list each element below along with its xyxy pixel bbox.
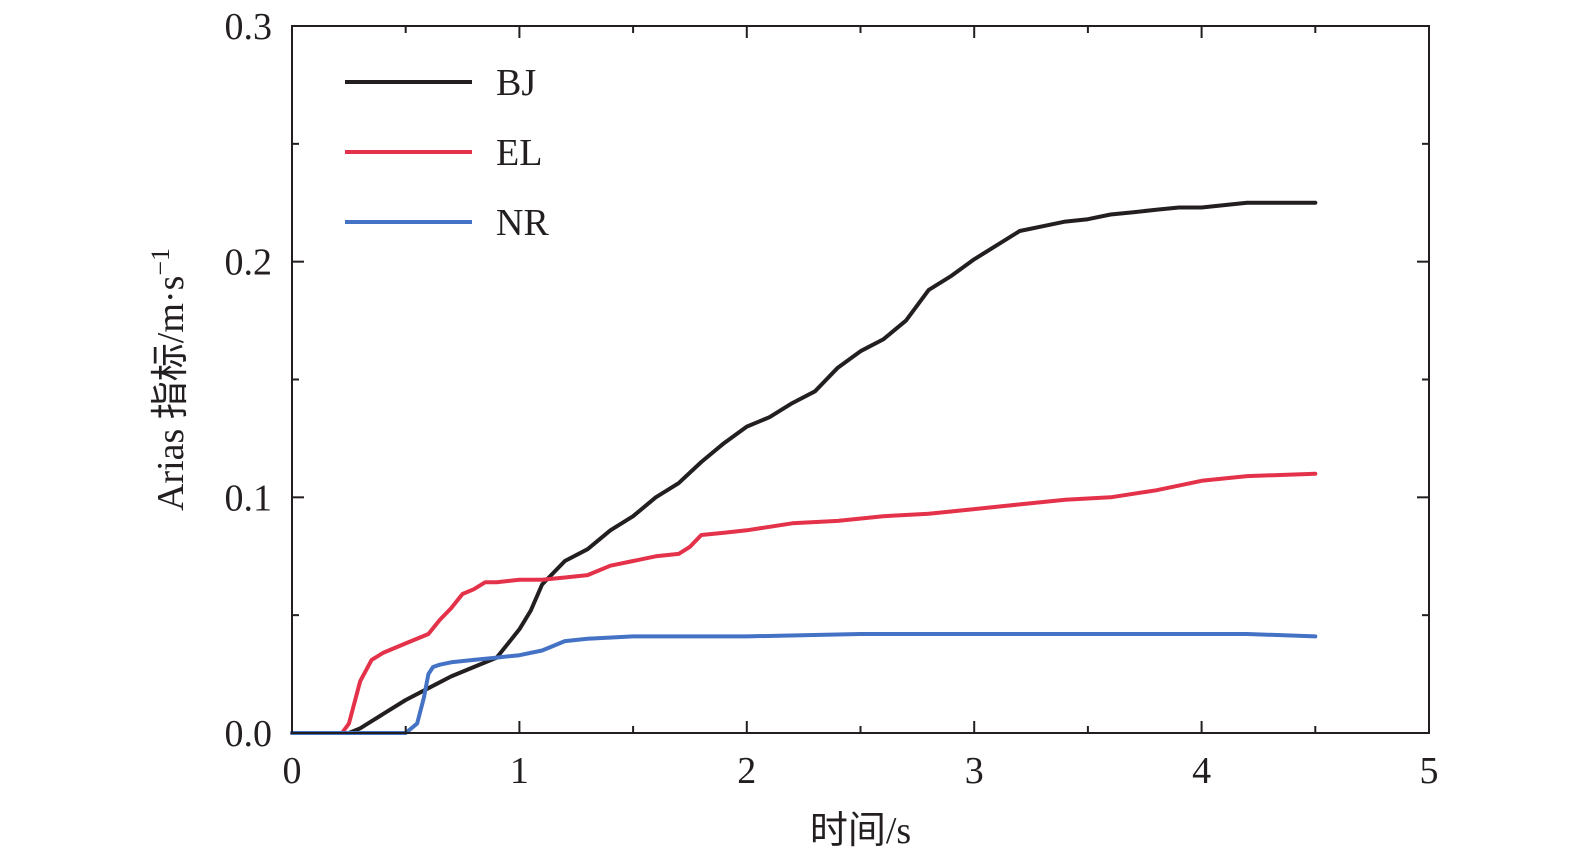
y-axis-title: Arias 指标/m·s−1 bbox=[146, 248, 192, 511]
x-tick-label: 2 bbox=[737, 750, 756, 792]
legend-label-bj: BJ bbox=[496, 62, 536, 104]
series-line-bj bbox=[290, 200, 1318, 735]
y-tick-label: 0.0 bbox=[225, 713, 273, 755]
x-tick-label: 1 bbox=[510, 750, 529, 792]
x-axis-title: 时间/s bbox=[810, 810, 911, 852]
legend: BJ EL NR bbox=[345, 62, 549, 244]
x-tick-label: 4 bbox=[1192, 750, 1211, 792]
series-line-el bbox=[290, 471, 1318, 735]
series-layer bbox=[290, 200, 1318, 735]
series-line-nr bbox=[290, 632, 1318, 735]
y-tick-label: 0.2 bbox=[225, 242, 273, 284]
legend-label-nr: NR bbox=[496, 202, 549, 244]
x-tick-label: 5 bbox=[1420, 750, 1439, 792]
legend-label-el: EL bbox=[496, 132, 542, 174]
x-tick-label: 3 bbox=[965, 750, 984, 792]
x-tick-label: 0 bbox=[283, 750, 302, 792]
y-axis-title-superscript: −1 bbox=[146, 248, 175, 276]
y-axis-title-text: Arias 指标/m·s bbox=[150, 276, 192, 511]
tick-layer: 0 1 2 3 4 5 0.0 0.1 0.2 0.3 bbox=[225, 6, 1439, 792]
plot-frame bbox=[291, 25, 1430, 734]
y-tick-label: 0.1 bbox=[225, 477, 273, 519]
y-tick-label: 0.3 bbox=[225, 6, 273, 48]
